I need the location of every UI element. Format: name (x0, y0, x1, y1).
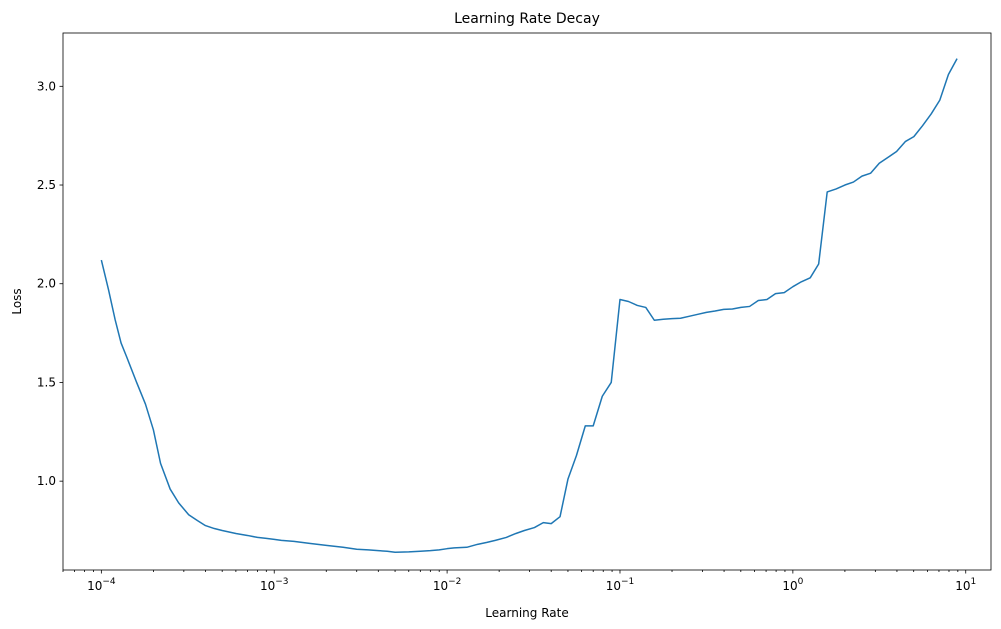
x-tick-base: 10 (606, 579, 621, 593)
y-tick-label: 1.5 (37, 375, 56, 389)
plot-layer (100, 58, 958, 553)
x-tick-exponent: −4 (102, 577, 116, 587)
y-tick-label: 1.0 (37, 474, 56, 488)
loss-series-line-0 (100, 58, 958, 553)
x-tick-exponent: −2 (448, 577, 461, 587)
x-tick-base: 10 (782, 579, 797, 593)
x-tick-base: 10 (87, 579, 102, 593)
x-tick-exponent: −3 (275, 577, 288, 587)
x-tick-exponent: 1 (971, 577, 977, 587)
x-tick-base: 10 (955, 579, 970, 593)
y-tick-label: 3.0 (37, 79, 56, 93)
x-tick-label: 10−1 (606, 577, 635, 593)
y-tick-label: 2.0 (37, 277, 56, 291)
x-axis-ticks: 10−4 10−3 10−2 10−1 100 101 (62, 570, 976, 593)
x-axis-label: Learning Rate (485, 606, 568, 620)
x-tick-base: 10 (260, 579, 275, 593)
axes-frame (62, 32, 992, 571)
x-tick-label: 101 (955, 577, 976, 593)
x-tick-label: 100 (782, 577, 803, 593)
y-axis-label: Loss (10, 288, 24, 314)
chart-title: Learning Rate Decay (454, 11, 600, 27)
x-tick-label: 10−2 (433, 577, 462, 593)
x-tick-exponent: −1 (621, 577, 634, 587)
y-tick-label: 2.5 (37, 178, 56, 192)
x-tick-label: 10−4 (87, 577, 116, 593)
x-tick-base: 10 (433, 579, 448, 593)
x-tick-label: 10−3 (260, 577, 289, 593)
y-axis-ticks: 1.0 1.5 2.0 2.5 3.0 (37, 79, 63, 488)
x-tick-exponent: 0 (798, 577, 804, 587)
